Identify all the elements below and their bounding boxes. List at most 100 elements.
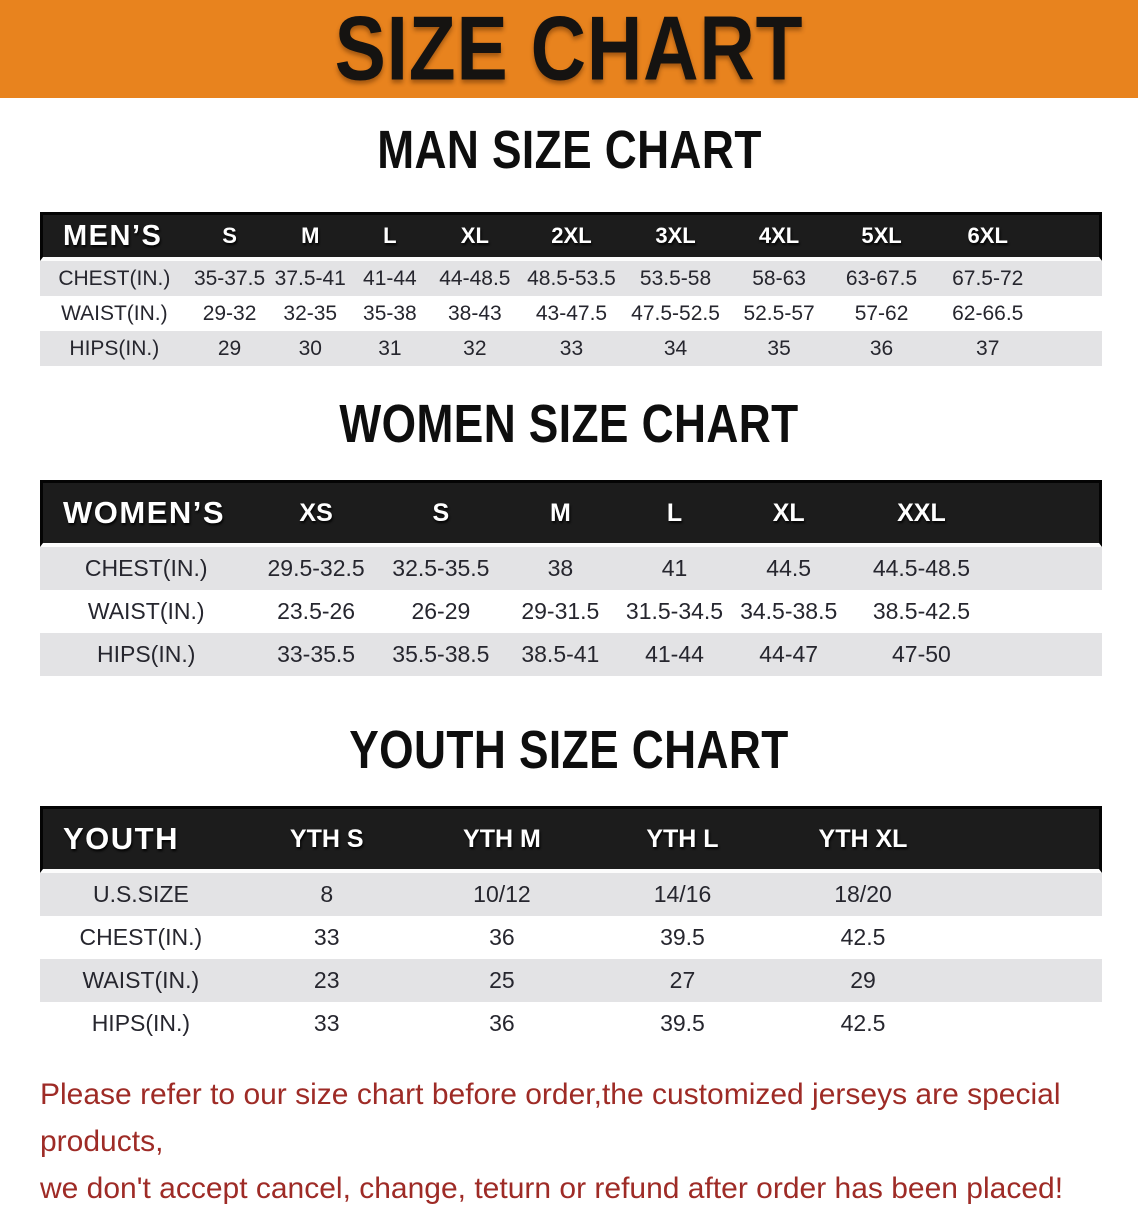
size-chart-banner: SIZE CHART	[0, 0, 1138, 98]
size-column-header: 4XL	[728, 212, 831, 261]
row-label: HIPS(IN.)	[69, 336, 160, 360]
measurement-value: 30	[298, 336, 322, 360]
measurement-value: 32-35	[283, 301, 338, 325]
row-label: HIPS(IN.)	[97, 641, 196, 667]
size-column-header: YTH M	[411, 806, 593, 873]
measurement-row: WAIST(IN.) 23 25 27 29	[40, 959, 1102, 1002]
measurement-value: 58-63	[752, 266, 806, 290]
measurement-value: 35-37.5	[193, 266, 266, 290]
measurement-value: 31.5-34.5	[625, 598, 724, 624]
measurement-value: 38-43	[447, 301, 502, 325]
measurement-value: 52.5-57	[743, 301, 815, 325]
measurement-value: 27	[669, 967, 696, 993]
measurement-value: 35-38	[363, 301, 417, 325]
measurement-value: 29	[217, 336, 242, 360]
measurement-value: 38.5-42.5	[872, 598, 971, 624]
row-label: WAIST(IN.)	[61, 301, 168, 325]
measurement-row: HIPS(IN.) 29 30 31 32 33 34 35 36 37	[40, 331, 1102, 366]
spacer-cell	[996, 590, 1102, 633]
size-column-header: XS	[252, 480, 380, 547]
measurement-value: 26-29	[411, 598, 471, 624]
disclaimer-line-1: Please refer to our size chart before or…	[40, 1078, 1061, 1158]
measurement-value: 23.5-26	[277, 598, 356, 624]
measurement-value: 36	[489, 1010, 515, 1036]
size-column-header: 6XL	[933, 212, 1043, 261]
table-corner-label: WOMEN’S	[40, 480, 253, 547]
spacer-cell	[995, 480, 1102, 547]
table-corner-label: MEN’S	[40, 212, 189, 261]
measurement-value: 39.5	[660, 1010, 705, 1036]
measurement-value: 38	[547, 555, 574, 581]
measurement-value: 35	[767, 336, 791, 360]
size-column-header: 5XL	[830, 212, 934, 261]
youth-size-section: YOUTH SIZE CHART YOUTH YTH S YTH M YTH L YTH…	[0, 722, 1138, 1045]
measurement-value: 29-31.5	[521, 598, 600, 624]
table-corner-label: YOUTH	[40, 806, 242, 873]
measurement-value: 44-47	[759, 641, 819, 667]
youth-section-title: YOUTH SIZE CHART	[0, 722, 1138, 792]
banner-title: SIZE CHART	[334, 0, 804, 98]
size-column-header: S	[379, 480, 502, 547]
size-column-header: M	[270, 212, 351, 261]
measurement-row: WAIST(IN.) 29-32 32-35 35-38 38-43 43-47.5 47.…	[40, 296, 1102, 331]
row-label: U.S.SIZE	[92, 881, 189, 907]
measurement-value: 33	[313, 1010, 340, 1036]
measurement-value: 67.5-72	[952, 266, 1024, 290]
size-column-header: YTH S	[241, 806, 412, 873]
measurement-value: 36	[869, 336, 894, 360]
order-disclaimer: Please refer to our size chart before or…	[40, 1071, 1108, 1212]
measurement-value: 63-67.5	[845, 266, 918, 290]
measurement-row: HIPS(IN.) 33-35.5 35.5-38.5 38.5-41 41-44 44-…	[40, 633, 1102, 676]
measurement-value: 44.5	[766, 555, 812, 581]
size-column-header: 3XL	[622, 212, 729, 261]
measurement-value: 29-32	[202, 301, 257, 325]
spacer-cell	[953, 916, 1102, 959]
measurement-value: 41	[661, 555, 688, 581]
spacer-cell	[953, 806, 1102, 873]
row-label: HIPS(IN.)	[91, 1010, 191, 1036]
men-section-title-text: MAN SIZE CHART	[376, 120, 762, 180]
measurement-row: CHEST(IN.) 29.5-32.5 32.5-35.5 38 41 44.5 44.5…	[40, 547, 1102, 590]
measurement-value: 33	[559, 336, 584, 360]
measurement-value: 18/20	[834, 881, 892, 907]
measurement-value: 10/12	[473, 881, 531, 907]
measurement-value: 42.5	[840, 1010, 886, 1036]
measurement-value: 44.5-48.5	[872, 555, 971, 581]
measurement-value: 53.5-58	[639, 266, 712, 290]
size-column-header: L	[350, 212, 430, 261]
measurement-value: 35.5-38.5	[392, 641, 490, 667]
row-label: WAIST(IN.)	[87, 598, 205, 624]
size-column-header: XL	[429, 212, 520, 261]
measurement-value: 37	[976, 336, 1000, 360]
measurement-value: 47.5-52.5	[631, 301, 720, 325]
women-section-title-text: WOMEN SIZE CHART	[339, 394, 799, 454]
youth-section-title-text: YOUTH SIZE CHART	[349, 720, 789, 780]
spacer-cell	[1042, 261, 1102, 296]
measurement-value: 47-50	[892, 641, 951, 667]
row-label: CHEST(IN.)	[84, 555, 208, 581]
measurement-value: 37.5-41	[274, 266, 346, 290]
spacer-cell	[996, 547, 1102, 590]
measurement-value: 39.5	[660, 924, 705, 950]
measurement-value: 32.5-35.5	[392, 555, 490, 581]
spacer-cell	[1042, 212, 1102, 261]
women-size-section: WOMEN SIZE CHART WOMEN’S XS S M L XL XXL CHEST(…	[0, 396, 1138, 676]
size-header-row: YOUTH YTH S YTH M YTH L YTH XL	[40, 806, 1102, 873]
size-column-header: YTH L	[592, 806, 773, 873]
spacer-cell	[1042, 296, 1102, 331]
measurement-value: 38.5-41	[521, 641, 600, 667]
measurement-value: 29.5-32.5	[267, 555, 365, 581]
size-column-header: XXL	[847, 480, 996, 547]
measurement-value: 42.5	[840, 924, 886, 950]
measurement-row: CHEST(IN.) 35-37.5 37.5-41 41-44 44-48.5 48.5…	[40, 261, 1102, 296]
men-section-title: MAN SIZE CHART	[0, 122, 1138, 192]
women-size-table: WOMEN’S XS S M L XL XXL CHEST(IN.) 29.5-32.5 32.5…	[40, 480, 1102, 676]
spacer-cell	[953, 959, 1102, 1002]
measurement-row: WAIST(IN.) 23.5-26 26-29 29-31.5 31.5-34.5 34…	[40, 590, 1102, 633]
measurement-value: 41-44	[645, 641, 704, 667]
measurement-value: 8	[320, 881, 334, 907]
measurement-value: 29	[850, 967, 876, 993]
measurement-value: 44-48.5	[439, 266, 511, 290]
measurement-value: 25	[489, 967, 515, 993]
measurement-value: 33-35.5	[277, 641, 356, 667]
